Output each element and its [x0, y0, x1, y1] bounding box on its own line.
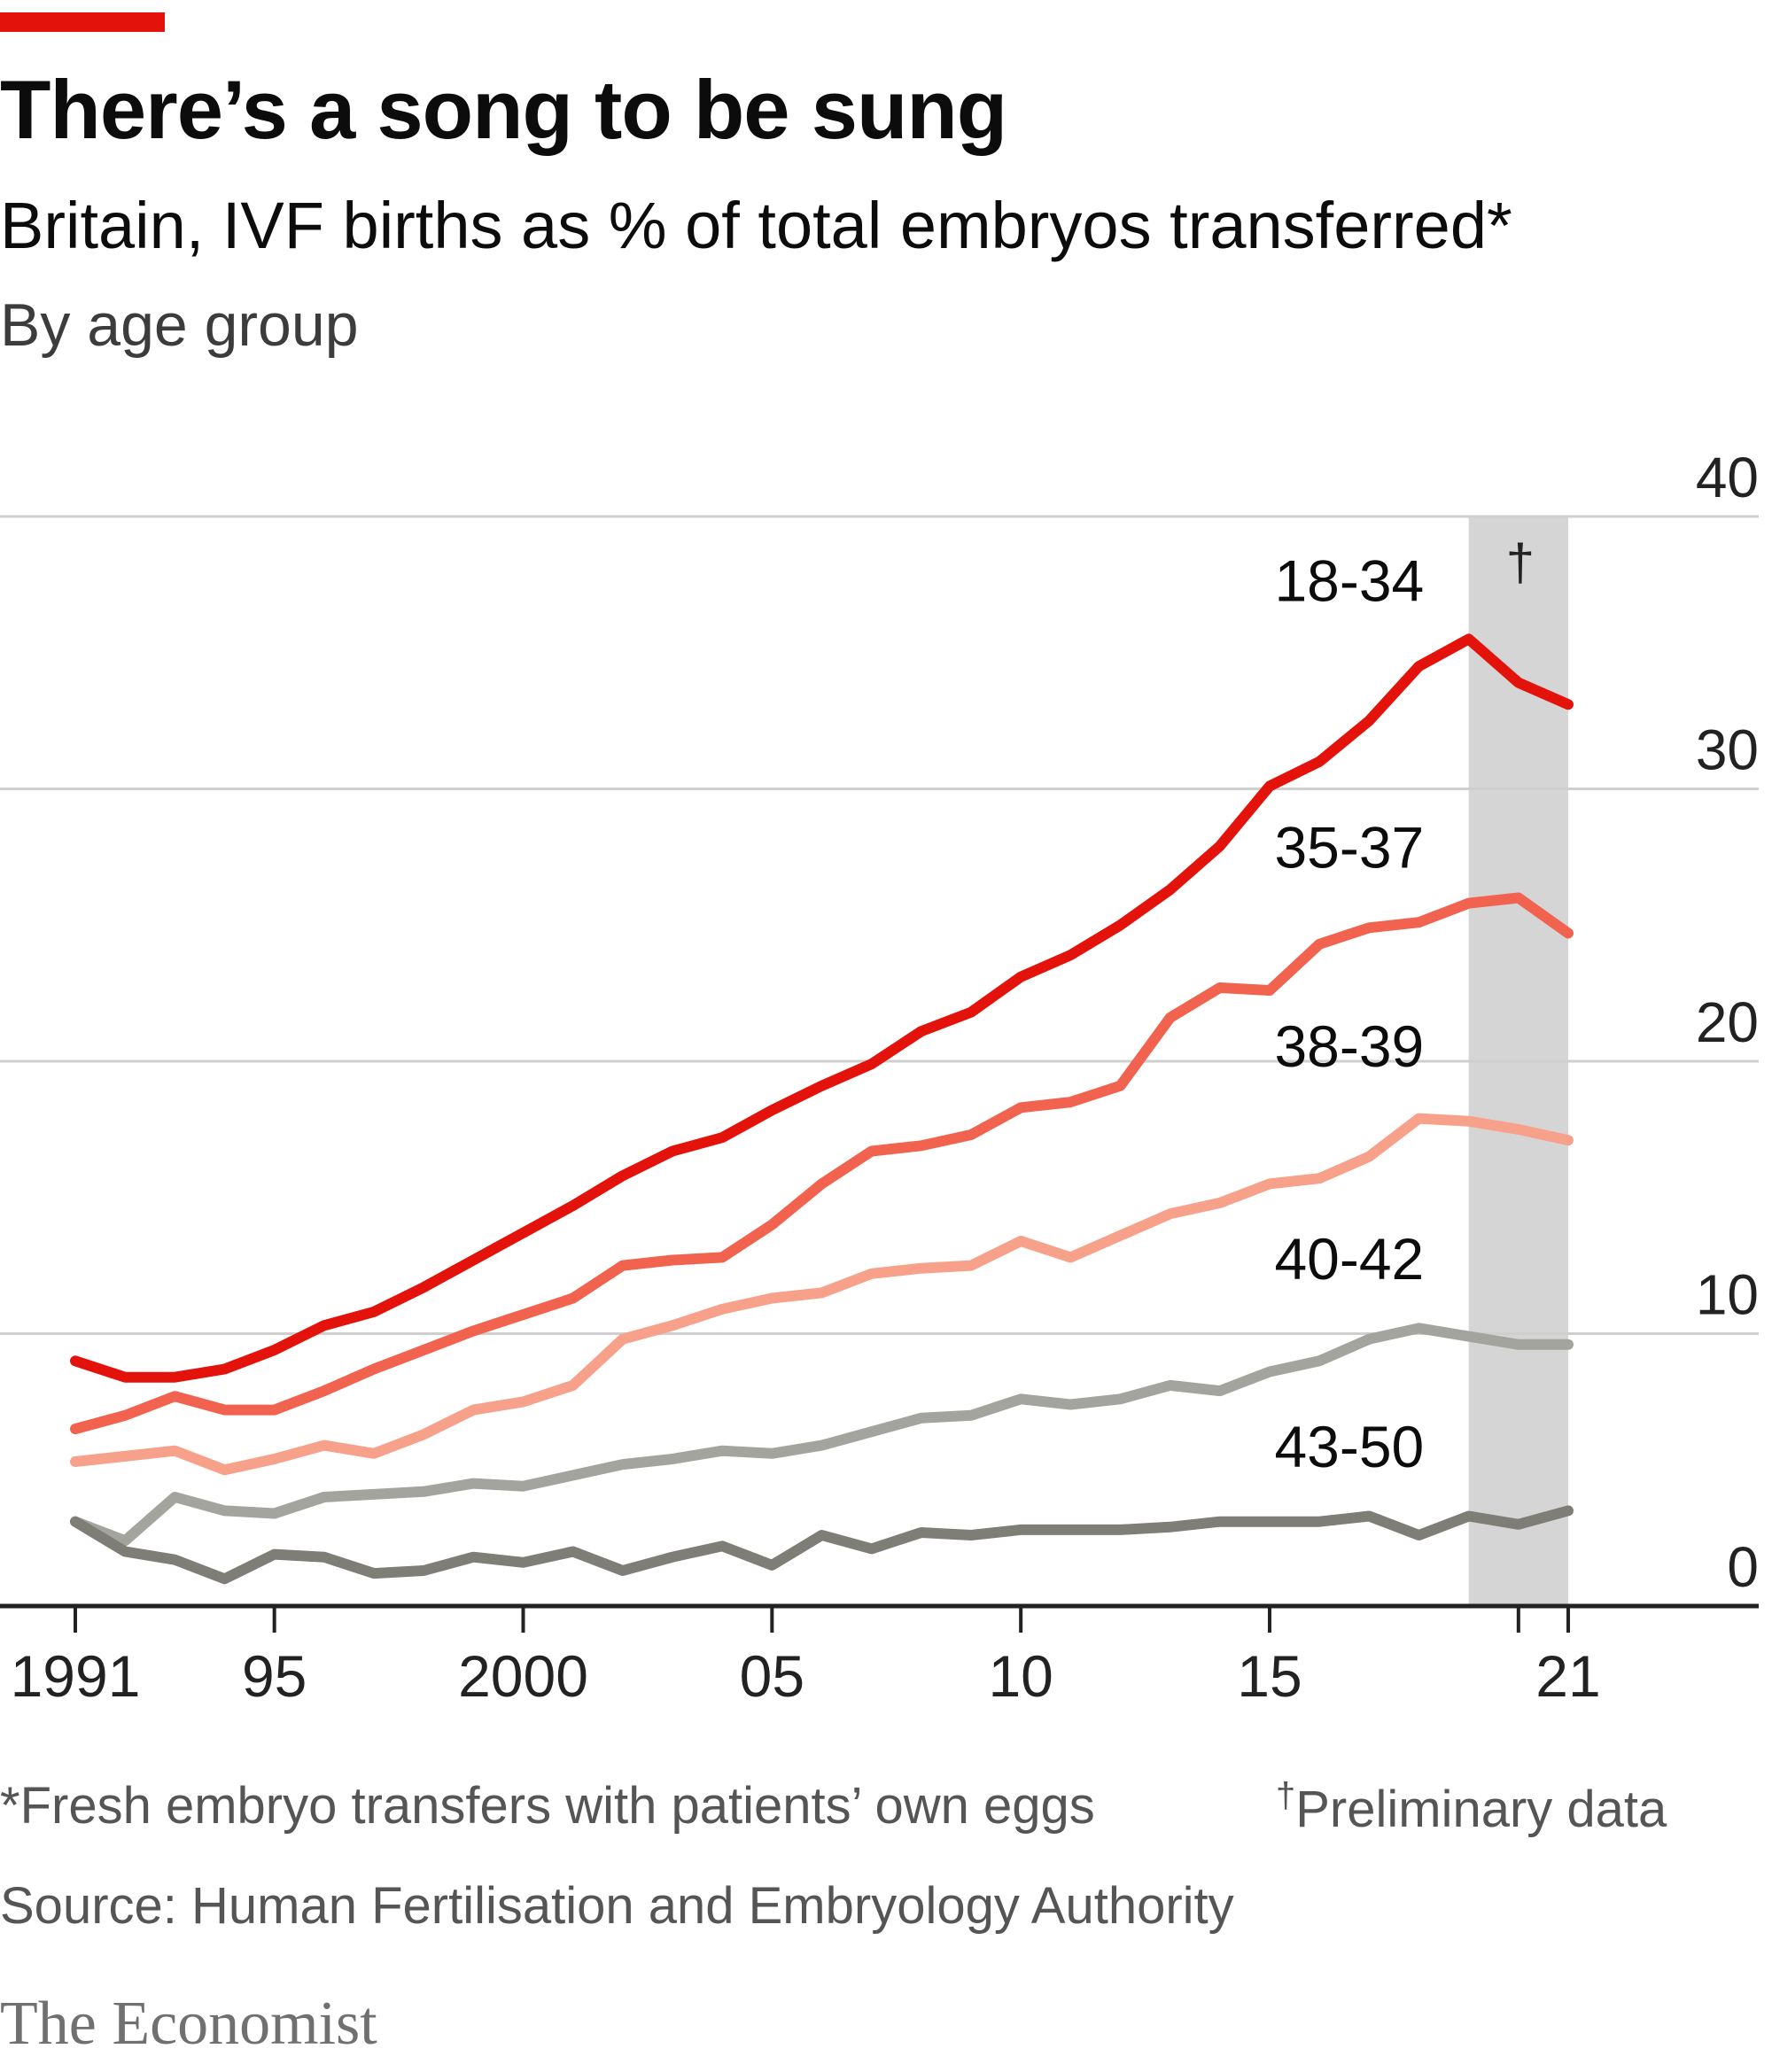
series-label-35-37: 35-37	[1274, 815, 1424, 881]
y-tick-label: 20	[1696, 990, 1759, 1054]
y-tick-label: 30	[1696, 718, 1759, 782]
x-tick-label: 95	[242, 1643, 307, 1709]
source-note: Source: Human Fertilisation and Embryolo…	[0, 1877, 1234, 1935]
x-tick-label: 10	[988, 1643, 1053, 1709]
y-tick-label: 10	[1696, 1263, 1759, 1327]
brand-logo: The Economist	[0, 1990, 377, 2058]
preliminary-marker: †	[1506, 534, 1535, 592]
chart-subtitle: Britain, IVF births as % of total embryo…	[0, 189, 1512, 262]
chart-title: There’s a song to be sung	[0, 63, 1007, 156]
dagger-symbol: †	[1276, 1776, 1296, 1815]
series-label-43-50: 43-50	[1274, 1414, 1424, 1479]
series-line-18-34	[70, 633, 1574, 1383]
accent-bar	[0, 12, 165, 32]
x-tick-label: 15	[1237, 1643, 1302, 1709]
x-tick-label: 2000	[458, 1643, 588, 1709]
series-line-38-39	[70, 1113, 1574, 1476]
series-label-18-34: 18-34	[1274, 547, 1424, 613]
x-tick-label: 05	[740, 1643, 804, 1709]
series-line-35-37	[70, 892, 1574, 1435]
series-label-38-39: 38-39	[1274, 1013, 1424, 1079]
y-tick-label: 0	[1727, 1535, 1759, 1599]
x-tick-label: 1991	[11, 1643, 141, 1709]
chart-subsubtitle: By age group	[0, 291, 359, 359]
series-line-40-42	[70, 1323, 1574, 1547]
series-line-43-50	[70, 1505, 1574, 1585]
preliminary-note: †Preliminary data	[1276, 1776, 1667, 1839]
series-label-40-42: 40-42	[1274, 1226, 1424, 1292]
preliminary-note-text: Preliminary data	[1295, 1781, 1667, 1838]
x-tick-label: 21	[1535, 1643, 1600, 1709]
footnote: *Fresh embryo transfers with patients’ o…	[0, 1777, 1095, 1835]
y-tick-label: 40	[1696, 446, 1759, 509]
